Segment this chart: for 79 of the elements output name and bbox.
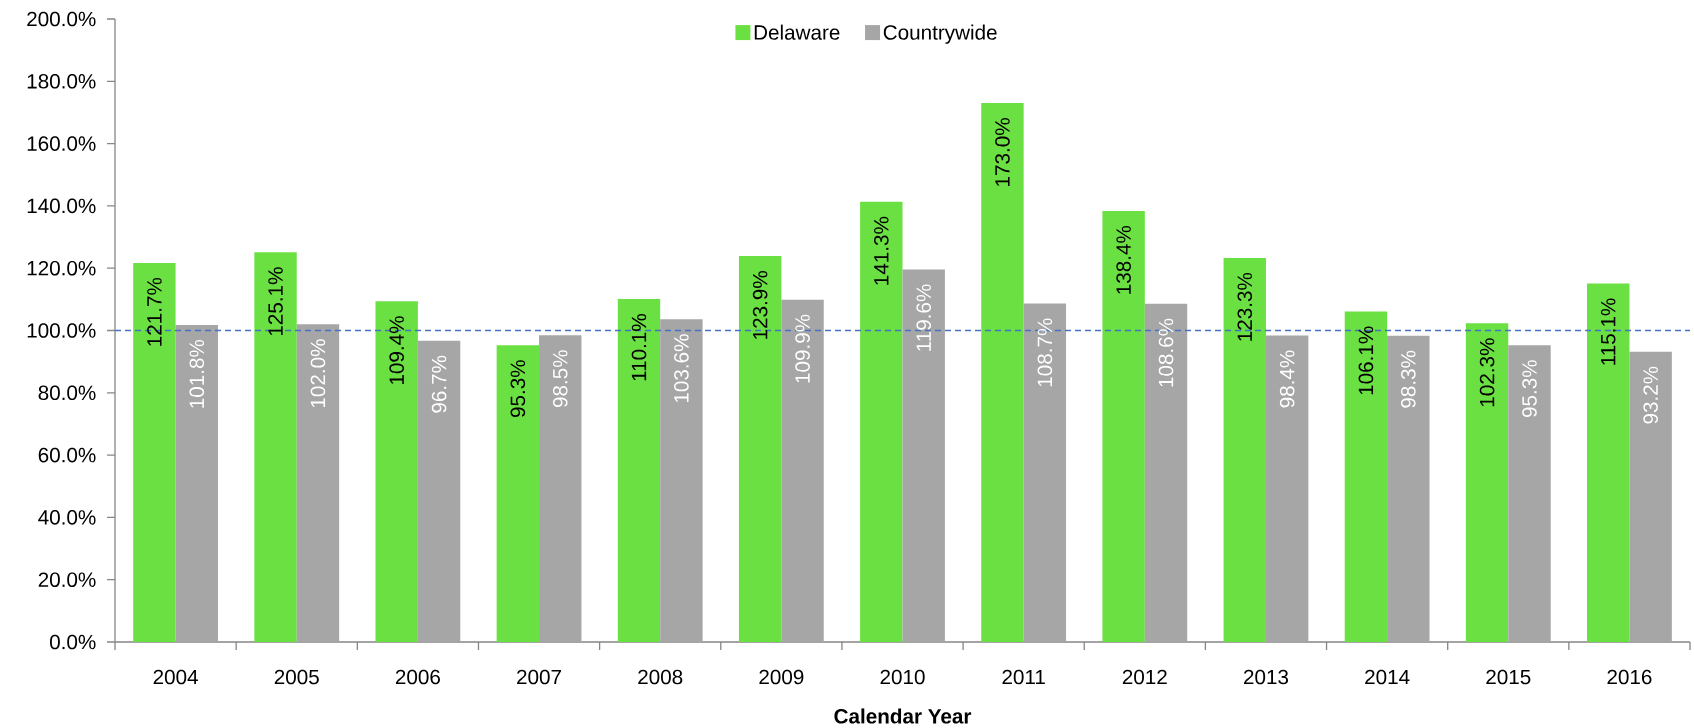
y-tick-label: 0.0% xyxy=(50,634,96,650)
y-tick-label: 120.0% xyxy=(27,260,96,276)
bar xyxy=(860,201,903,642)
data-label: 93.2% xyxy=(1643,366,1658,424)
x-tick-label: 2010 xyxy=(880,669,925,685)
data-label: 102.3% xyxy=(1479,338,1495,407)
bar xyxy=(375,301,418,642)
data-label: 108.6% xyxy=(1158,318,1174,387)
y-tick-label: 140.0% xyxy=(27,198,96,214)
x-tick-label: 2016 xyxy=(1607,669,1652,685)
y-tick-label: 200.0% xyxy=(27,11,96,27)
bar xyxy=(539,335,582,642)
data-label: 123.9% xyxy=(752,271,768,339)
data-label: 123.3% xyxy=(1237,272,1253,341)
data-label: 108.7% xyxy=(1037,318,1053,387)
x-tick-label: 2012 xyxy=(1122,669,1167,685)
bar xyxy=(1023,303,1067,642)
data-label: 101.8% xyxy=(189,339,205,408)
bar xyxy=(981,103,1024,642)
data-label: 98.3% xyxy=(1401,350,1416,408)
x-tick-label: 2006 xyxy=(395,669,440,685)
y-tick-label: 80.0% xyxy=(38,385,96,401)
bar xyxy=(1629,351,1672,642)
y-tick-label: 20.0% xyxy=(38,572,96,588)
bar xyxy=(1102,210,1145,642)
x-axis-title: Calendar Year xyxy=(834,708,972,724)
bar xyxy=(1265,335,1309,642)
x-tick-label: 2005 xyxy=(274,669,319,685)
x-tick-label: 2004 xyxy=(153,669,198,685)
bar xyxy=(1144,303,1188,642)
bar xyxy=(1387,335,1430,642)
data-label: 121.7% xyxy=(147,277,162,346)
data-label: 173.0% xyxy=(995,118,1010,186)
x-tick-label: 2007 xyxy=(517,669,561,685)
bar xyxy=(902,269,945,642)
bar xyxy=(1465,323,1509,642)
data-label: 98.4% xyxy=(1279,350,1295,408)
y-tick-label: 100.0% xyxy=(27,323,96,338)
legend-label: Countrywide xyxy=(883,24,997,44)
bar xyxy=(1344,311,1388,642)
bar xyxy=(660,319,703,642)
data-label: 109.9% xyxy=(795,314,810,383)
y-tick-label: 180.0% xyxy=(27,73,96,89)
y-tick-label: 40.0% xyxy=(38,510,96,525)
x-tick-label: 2009 xyxy=(759,669,804,685)
data-label: 125.1% xyxy=(268,267,283,336)
y-tick-label: 60.0% xyxy=(38,447,96,463)
data-label: 95.3% xyxy=(510,360,526,418)
data-label: 115.1% xyxy=(1600,298,1616,365)
data-label: 141.3% xyxy=(873,216,889,285)
bar xyxy=(417,340,461,642)
data-label: 96.7% xyxy=(431,355,447,413)
data-label: 95.3% xyxy=(1522,360,1537,418)
bar xyxy=(496,345,540,642)
bar xyxy=(1587,283,1630,642)
data-label: 106.1% xyxy=(1358,326,1374,395)
bar xyxy=(175,324,218,642)
bar xyxy=(296,324,340,642)
bar xyxy=(254,252,297,642)
data-label: 102.0% xyxy=(310,339,326,408)
data-label: 103.6% xyxy=(674,334,689,403)
bar xyxy=(1223,257,1266,642)
data-label: 98.5% xyxy=(552,350,568,408)
x-tick-label: 2014 xyxy=(1365,669,1410,685)
legend-label: Delaware xyxy=(754,24,840,40)
y-tick-label: 160.0% xyxy=(27,136,96,151)
data-label: 109.4% xyxy=(389,316,405,385)
x-tick-label: 2008 xyxy=(638,669,683,685)
bar xyxy=(738,256,782,642)
bar xyxy=(781,299,824,642)
x-tick-label: 2013 xyxy=(1244,669,1289,685)
x-tick-label: 2015 xyxy=(1486,669,1531,685)
data-label: 119.6% xyxy=(916,284,932,351)
data-label: 110.1% xyxy=(631,314,647,381)
bar xyxy=(617,299,661,642)
bar xyxy=(133,262,176,642)
bar xyxy=(1508,345,1551,642)
x-tick-label: 2011 xyxy=(1002,669,1045,685)
data-label: 138.4% xyxy=(1116,225,1131,294)
